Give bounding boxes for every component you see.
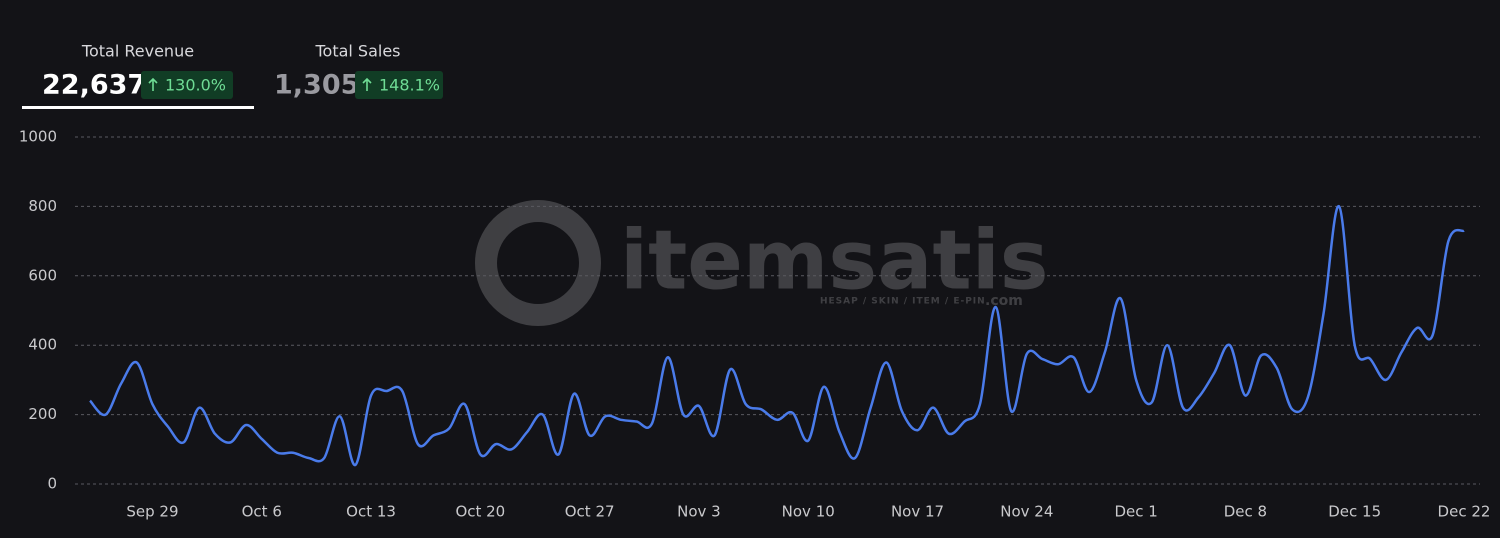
watermark-name: itemsatis: [620, 213, 1049, 308]
x-tick-label: Oct 13: [346, 503, 396, 521]
x-tick-label: Dec 1: [1114, 503, 1157, 521]
y-tick-label: 600: [28, 266, 57, 284]
x-tick-label: Oct 27: [565, 503, 615, 521]
x-tick-label: Nov 3: [677, 503, 721, 521]
y-tick-label: 800: [28, 197, 57, 215]
x-tick-label: Nov 24: [1000, 503, 1053, 521]
change-value: 130.0%: [165, 76, 226, 95]
stat-label: Total Revenue: [81, 42, 194, 61]
x-tick-label: Nov 17: [891, 503, 944, 521]
y-tick-label: 400: [28, 336, 57, 354]
watermark: itemsatis HESAP / SKIN / ITEM / E-PIN .c…: [475, 200, 1049, 326]
up-arrow: [362, 77, 372, 91]
revenue-tab[interactable]: Total Revenue 22,637 130.0%: [22, 42, 254, 110]
stat-value: 1,305: [274, 70, 359, 101]
active-underline: [22, 106, 254, 109]
sales-tab[interactable]: Total Sales 1,305 148.1%: [274, 42, 443, 101]
watermark-logo: [475, 200, 601, 326]
x-tick-label: Dec 22: [1438, 503, 1491, 521]
watermark-suffix: .com: [985, 293, 1023, 309]
x-tick-label: Sep 29: [126, 503, 178, 521]
up-arrow: [148, 77, 158, 91]
line-chart: 0 200 400 600 800 1000 Sep 29 Oct 6 Oct 13 Oct 20…: [19, 128, 1491, 521]
stat-label: Total Sales: [314, 42, 400, 61]
x-tick-label: Dec 8: [1224, 503, 1267, 521]
change-badge: [355, 71, 443, 99]
y-tick-label: 1000: [19, 128, 57, 146]
x-tick-label: Oct 20: [455, 503, 505, 521]
y-tick-label: 200: [28, 405, 57, 423]
change-value: 148.1%: [379, 76, 440, 95]
change-badge: [141, 71, 233, 99]
stat-value: 22,637: [42, 70, 146, 101]
series-line: [89, 205, 1465, 467]
watermark-tagline: HESAP / SKIN / ITEM / E-PIN: [820, 297, 986, 307]
x-tick-label: Oct 6: [242, 503, 282, 521]
x-tick-label: Dec 15: [1328, 503, 1381, 521]
x-tick-label: Nov 10: [782, 503, 835, 521]
y-tick-label: 0: [47, 475, 57, 493]
